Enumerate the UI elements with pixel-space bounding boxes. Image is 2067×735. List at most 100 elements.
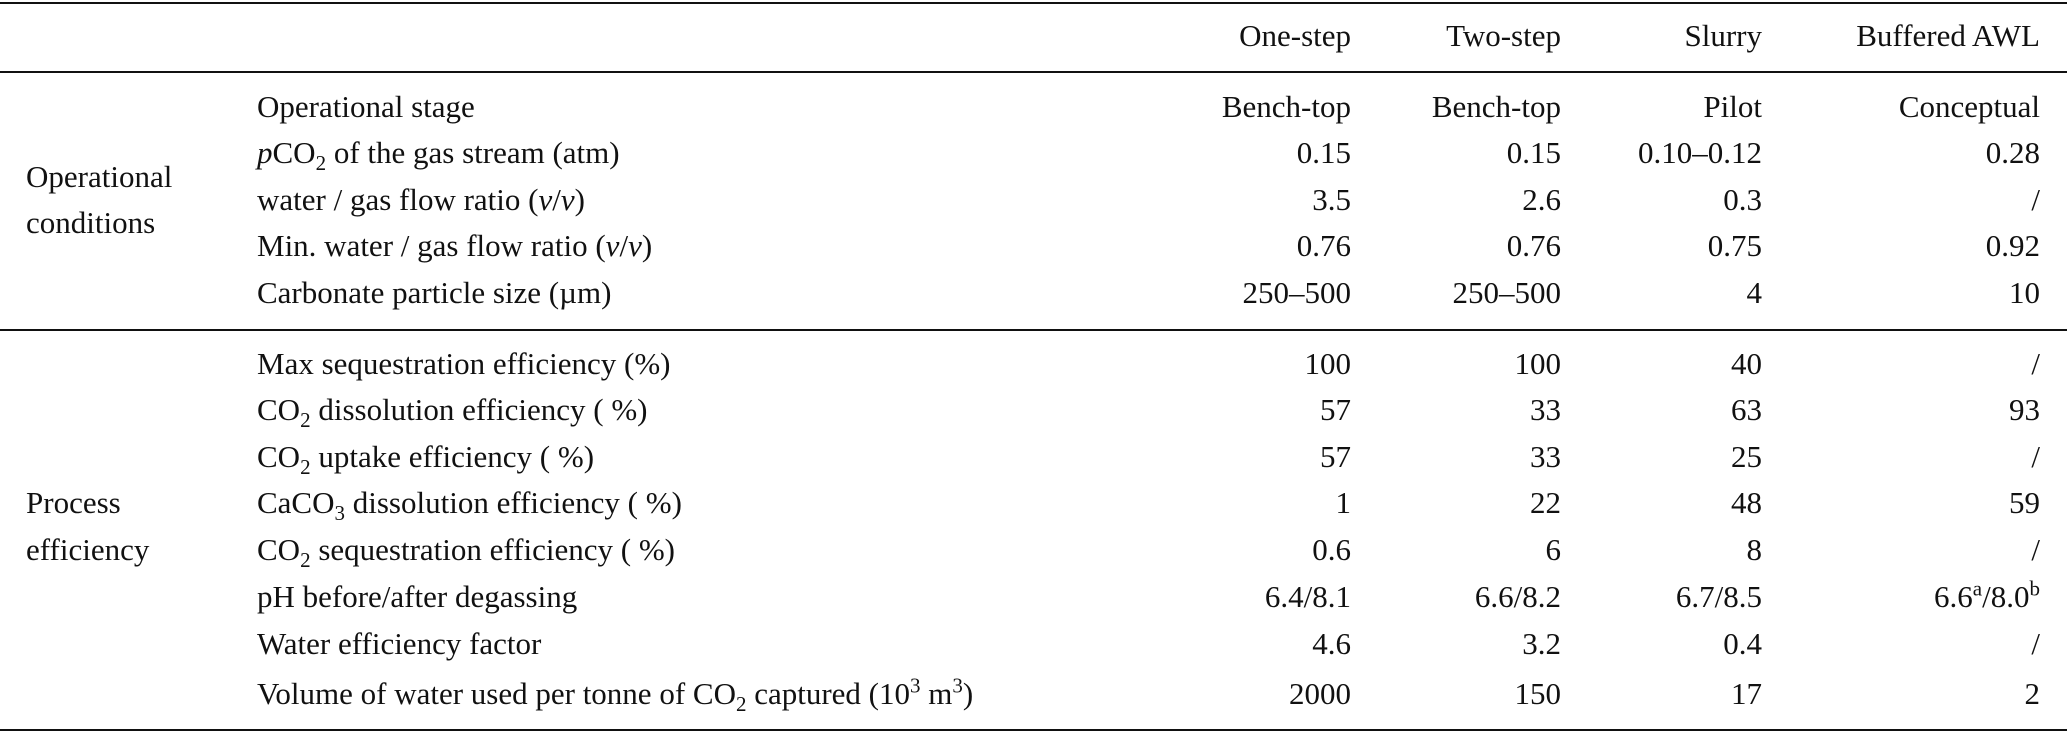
row-label: Volume of water used per tonne of CO2 ca… <box>257 673 974 715</box>
cell: 0.4 <box>1723 626 1762 661</box>
italic-run: v <box>605 228 620 263</box>
subscript: 2 <box>315 151 327 176</box>
text-run: / <box>619 228 629 263</box>
cell: 6.6/8.2 <box>1474 579 1561 614</box>
text-run: CO <box>257 392 301 427</box>
text-run: Volume of water used per tonne of CO <box>257 676 736 711</box>
cell: 0.15 <box>1506 135 1561 170</box>
group-label: Operational <box>26 159 173 194</box>
text-run: pH before/after degassing <box>257 579 578 614</box>
cell: 0.3 <box>1723 182 1762 217</box>
text-run: ) <box>641 228 653 263</box>
cell: / <box>2031 346 2040 381</box>
subscript: 2 <box>300 408 311 433</box>
cell: 33 <box>1530 392 1561 427</box>
cell: Bench-top <box>1221 89 1351 124</box>
row-label: CO2 dissolution efficiency ( %) <box>257 392 647 431</box>
column-header: One-step <box>1239 18 1351 53</box>
italic-run: p <box>257 135 273 170</box>
superscript: 3 <box>952 673 963 698</box>
cell: 3.2 <box>1522 626 1561 661</box>
cell: 100 <box>1304 346 1352 381</box>
cell: 150 <box>1514 676 1562 711</box>
cell: / <box>2031 182 2040 217</box>
superscript: 3 <box>910 673 921 698</box>
column-header: Two-step <box>1446 18 1561 53</box>
text-run: ) <box>962 676 974 711</box>
text-run: captured (10 <box>746 676 911 711</box>
text-run: sequestration efficiency ( %) <box>310 532 675 567</box>
text-run: CO <box>257 532 301 567</box>
cell: 0.75 <box>1707 228 1762 263</box>
cell: 10 <box>2009 275 2040 310</box>
text-run: m <box>920 676 953 711</box>
text-run: Operational stage <box>257 89 475 124</box>
cell: 2 <box>2024 676 2041 711</box>
text-run: 6.6 <box>1934 579 1973 614</box>
cell: 17 <box>1731 676 1762 711</box>
subscript: 2 <box>300 548 311 573</box>
cell: 0.92 <box>1985 228 2040 263</box>
text-run: CaCO <box>257 485 335 520</box>
cell: 4.6 <box>1312 626 1351 661</box>
column-header: Buffered AWL <box>1856 18 2040 53</box>
cell: 250–500 <box>1452 275 1562 310</box>
subscript: 2 <box>735 692 747 717</box>
cell: 0.76 <box>1506 228 1561 263</box>
text-run: CO <box>257 439 301 474</box>
cell: 22 <box>1530 485 1561 520</box>
cell: Pilot <box>1703 89 1762 124</box>
subscript: 2 <box>300 455 311 480</box>
subscript: 3 <box>334 501 346 526</box>
superscript: b <box>2029 576 2041 601</box>
cell: 1 <box>1335 485 1352 520</box>
row-label: CO2 uptake efficiency ( %) <box>257 439 595 478</box>
italic-run: v <box>560 182 575 217</box>
row-label: Max sequestration efficiency (%) <box>257 346 670 382</box>
text-run: water / gas flow ratio ( <box>257 182 539 217</box>
text-run: CO <box>272 135 316 170</box>
cell: 250–500 <box>1242 275 1352 310</box>
cell: 57 <box>1320 439 1351 474</box>
cell: 63 <box>1731 392 1762 427</box>
text-run: /8.0 <box>1982 579 2030 614</box>
text-run: of the gas stream (atm) <box>326 135 620 170</box>
cell: 48 <box>1731 485 1762 520</box>
group-label: Process <box>26 485 121 520</box>
bottom-rule <box>0 729 2067 731</box>
text-run: Max sequestration efficiency (%) <box>257 346 671 381</box>
cell: 6 <box>1545 532 1562 567</box>
cell: 93 <box>2009 392 2040 427</box>
group-rule <box>0 329 2067 331</box>
column-header: Slurry <box>1684 18 1763 53</box>
superscript: a <box>1972 576 1983 601</box>
row-label: CaCO3 dissolution efficiency ( %) <box>257 485 682 524</box>
cell: 6.7/8.5 <box>1675 579 1762 614</box>
row-label: pH before/after degassing <box>257 579 577 615</box>
italic-run: v <box>538 182 553 217</box>
cell: 6.4/8.1 <box>1264 579 1351 614</box>
text-run: dissolution efficiency ( %) <box>345 485 682 520</box>
cell: 2000 <box>1289 676 1351 711</box>
text-run: Carbonate particle size (µm) <box>257 275 612 310</box>
cell: 59 <box>2009 485 2040 520</box>
text-run: ) <box>574 182 585 217</box>
italic-run: v <box>628 228 642 263</box>
row-label: pCO2 of the gas stream (atm) <box>257 135 620 174</box>
cell: 100 <box>1514 346 1562 381</box>
cell: / <box>2031 439 2040 474</box>
cell: / <box>2031 626 2040 661</box>
row-label: Carbonate particle size (µm) <box>257 275 611 311</box>
text-run: / <box>552 182 561 217</box>
row-label: CO2 sequestration efficiency ( %) <box>257 532 675 571</box>
cell: 4 <box>1746 275 1763 310</box>
cell: 25 <box>1731 439 1762 474</box>
row-label: Water efficiency factor <box>257 626 541 662</box>
row-label: Operational stage <box>257 89 475 125</box>
cell: Conceptual <box>1898 89 2040 124</box>
group-label: conditions <box>26 205 156 240</box>
cell: 0.28 <box>1985 135 2040 170</box>
text-run: uptake efficiency ( %) <box>310 439 595 474</box>
header-rule <box>0 71 2067 73</box>
